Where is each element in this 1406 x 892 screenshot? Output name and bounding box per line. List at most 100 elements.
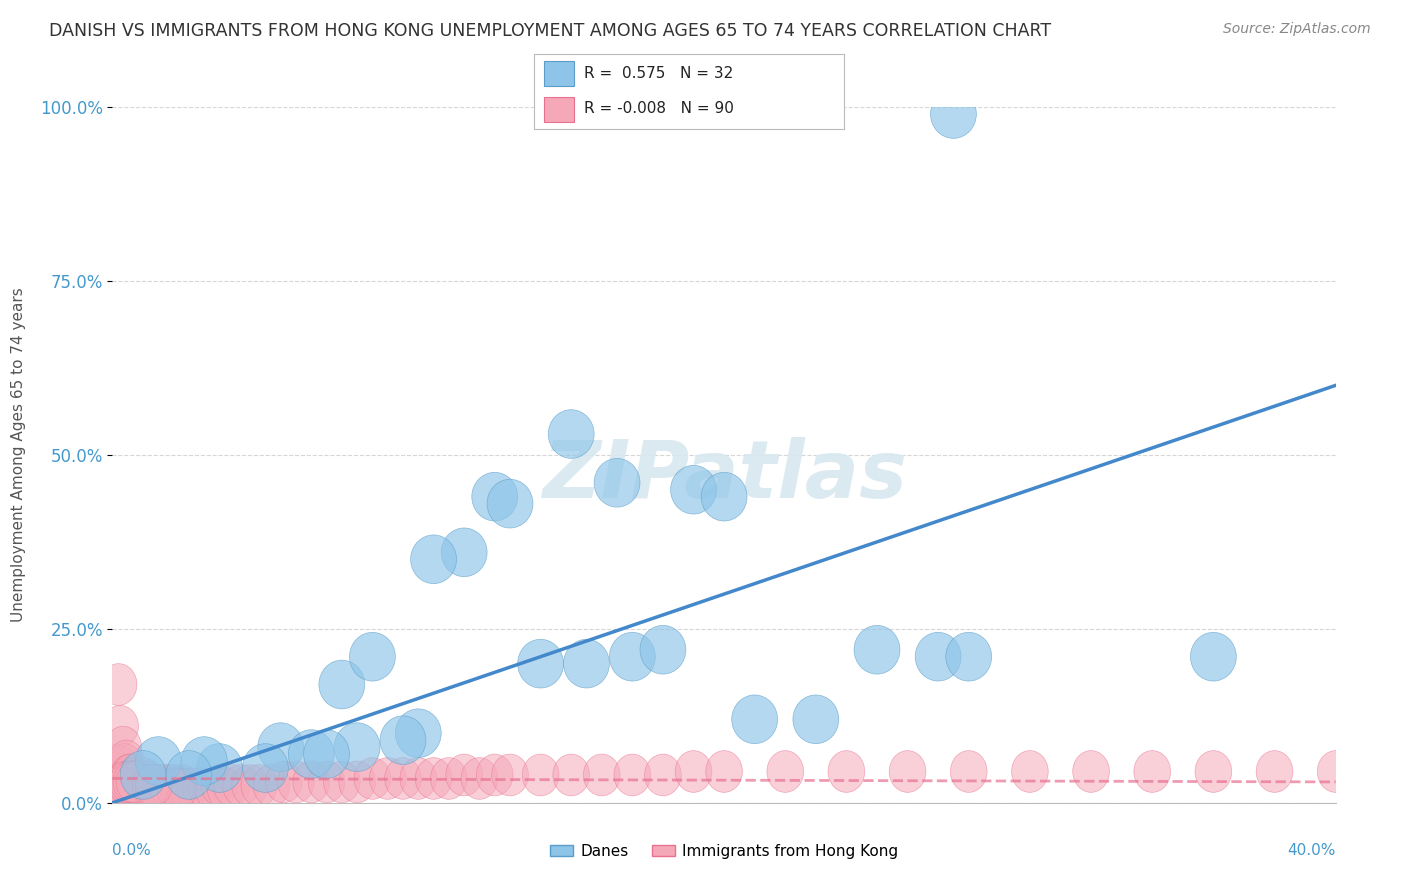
- Ellipse shape: [165, 764, 201, 806]
- Ellipse shape: [120, 751, 166, 799]
- Ellipse shape: [129, 764, 166, 806]
- Ellipse shape: [522, 754, 560, 796]
- Ellipse shape: [103, 747, 141, 789]
- Text: Source: ZipAtlas.com: Source: ZipAtlas.com: [1223, 22, 1371, 37]
- Ellipse shape: [110, 761, 146, 803]
- Ellipse shape: [335, 723, 380, 772]
- Ellipse shape: [122, 764, 159, 806]
- FancyBboxPatch shape: [544, 96, 575, 122]
- Ellipse shape: [472, 473, 517, 521]
- Ellipse shape: [266, 761, 302, 803]
- Ellipse shape: [323, 761, 360, 803]
- Ellipse shape: [181, 737, 228, 786]
- Ellipse shape: [354, 757, 391, 799]
- Ellipse shape: [1256, 751, 1294, 792]
- Ellipse shape: [118, 761, 155, 803]
- Ellipse shape: [1133, 751, 1171, 792]
- Ellipse shape: [411, 535, 457, 583]
- Ellipse shape: [195, 768, 232, 810]
- Ellipse shape: [128, 764, 165, 806]
- Ellipse shape: [201, 764, 238, 806]
- Ellipse shape: [595, 458, 640, 507]
- Ellipse shape: [152, 768, 188, 810]
- Ellipse shape: [98, 768, 135, 810]
- Ellipse shape: [706, 751, 742, 792]
- Ellipse shape: [671, 466, 717, 514]
- Ellipse shape: [188, 768, 225, 810]
- Ellipse shape: [1317, 751, 1354, 792]
- Ellipse shape: [931, 89, 976, 138]
- Text: DANISH VS IMMIGRANTS FROM HONG KONG UNEMPLOYMENT AMONG AGES 65 TO 74 YEARS CORRE: DANISH VS IMMIGRANTS FROM HONG KONG UNEM…: [49, 22, 1052, 40]
- Text: R =  0.575   N = 32: R = 0.575 N = 32: [583, 66, 733, 81]
- Ellipse shape: [232, 764, 269, 806]
- Ellipse shape: [170, 768, 207, 810]
- Ellipse shape: [308, 761, 344, 803]
- Ellipse shape: [395, 709, 441, 757]
- Ellipse shape: [107, 761, 143, 803]
- Ellipse shape: [675, 751, 711, 792]
- Ellipse shape: [564, 640, 609, 688]
- Ellipse shape: [117, 761, 153, 803]
- Ellipse shape: [135, 737, 181, 786]
- Ellipse shape: [105, 726, 142, 768]
- Ellipse shape: [793, 695, 839, 744]
- Ellipse shape: [167, 768, 204, 810]
- Ellipse shape: [288, 730, 335, 779]
- Ellipse shape: [115, 757, 152, 799]
- Ellipse shape: [766, 751, 804, 792]
- Ellipse shape: [117, 761, 153, 803]
- Ellipse shape: [640, 625, 686, 674]
- Ellipse shape: [214, 764, 250, 806]
- Ellipse shape: [108, 740, 145, 782]
- Ellipse shape: [1011, 751, 1049, 792]
- Ellipse shape: [702, 473, 747, 521]
- Ellipse shape: [461, 757, 498, 799]
- Ellipse shape: [446, 754, 482, 796]
- Ellipse shape: [492, 754, 529, 796]
- Ellipse shape: [222, 764, 259, 806]
- Ellipse shape: [107, 744, 143, 786]
- Ellipse shape: [553, 754, 589, 796]
- Ellipse shape: [253, 764, 290, 806]
- Ellipse shape: [149, 764, 186, 806]
- Ellipse shape: [110, 757, 146, 799]
- Ellipse shape: [915, 632, 962, 681]
- Ellipse shape: [415, 757, 451, 799]
- Ellipse shape: [304, 730, 350, 779]
- Ellipse shape: [548, 409, 595, 458]
- Ellipse shape: [257, 723, 304, 772]
- Ellipse shape: [143, 768, 180, 810]
- Ellipse shape: [385, 757, 422, 799]
- Ellipse shape: [136, 764, 174, 806]
- Ellipse shape: [207, 768, 245, 810]
- Ellipse shape: [197, 744, 242, 792]
- Ellipse shape: [160, 768, 197, 810]
- Ellipse shape: [120, 764, 157, 806]
- Ellipse shape: [124, 764, 160, 806]
- Ellipse shape: [477, 754, 513, 796]
- Ellipse shape: [319, 660, 364, 709]
- Ellipse shape: [114, 761, 150, 803]
- Ellipse shape: [609, 632, 655, 681]
- Ellipse shape: [111, 754, 148, 796]
- Ellipse shape: [380, 715, 426, 764]
- Text: 0.0%: 0.0%: [112, 843, 152, 858]
- Ellipse shape: [950, 751, 987, 792]
- Ellipse shape: [889, 751, 927, 792]
- Legend: Danes, Immigrants from Hong Kong: Danes, Immigrants from Hong Kong: [544, 838, 904, 864]
- Ellipse shape: [350, 632, 395, 681]
- Ellipse shape: [101, 706, 138, 747]
- Ellipse shape: [486, 479, 533, 528]
- Ellipse shape: [135, 764, 172, 806]
- Ellipse shape: [1191, 632, 1236, 681]
- Ellipse shape: [96, 768, 132, 810]
- Ellipse shape: [614, 754, 651, 796]
- Ellipse shape: [100, 664, 136, 706]
- Ellipse shape: [292, 761, 329, 803]
- Ellipse shape: [125, 757, 162, 799]
- Ellipse shape: [517, 640, 564, 688]
- Ellipse shape: [1195, 751, 1232, 792]
- Ellipse shape: [277, 761, 315, 803]
- Ellipse shape: [853, 625, 900, 674]
- Ellipse shape: [183, 768, 219, 810]
